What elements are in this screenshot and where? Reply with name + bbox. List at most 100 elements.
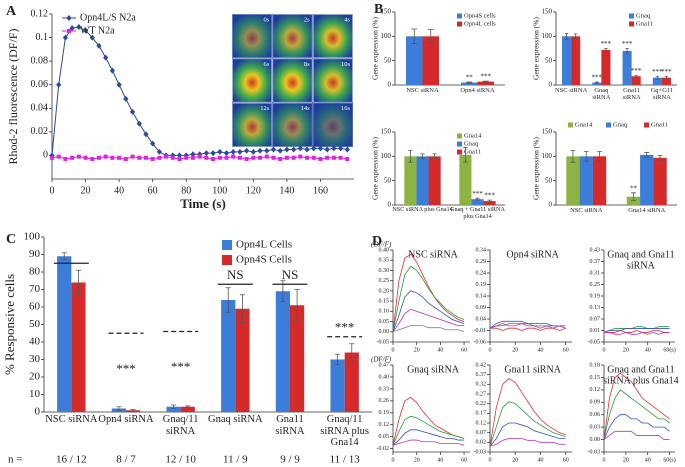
category-label: Opn4 siRNA — [460, 87, 495, 94]
point — [69, 25, 75, 32]
x-tick-label: 60(s) — [663, 456, 675, 463]
bar — [71, 282, 86, 412]
legend-marker — [67, 29, 71, 33]
point — [130, 154, 135, 159]
point — [211, 156, 216, 161]
point — [331, 145, 337, 152]
category-label: Gnaq + Gna11 siRNA plus Gna14 — [450, 207, 505, 220]
y-tick-label: 0.15 — [590, 375, 601, 381]
significance: *** — [622, 40, 633, 48]
y-tick-label: 0.12 — [476, 420, 487, 426]
series-line — [603, 372, 670, 440]
inset-label: 4s — [344, 16, 350, 23]
y-tick-label: 0.09 — [590, 400, 601, 406]
x-tick-label: 40 — [537, 347, 543, 353]
error-bar — [583, 151, 589, 162]
inset-cell — [232, 14, 273, 59]
bar — [566, 156, 580, 205]
legend-swatch — [457, 21, 462, 27]
panel-label: A — [6, 4, 17, 19]
inset-label: 6s — [264, 61, 270, 68]
x-tick-label: 20 — [623, 347, 629, 353]
x-tick-label: 0 — [392, 347, 395, 353]
category-label: Gnaq siRNA — [592, 87, 611, 102]
bar — [471, 199, 484, 205]
n-value: 11 / 9 — [223, 454, 248, 466]
significance: *** — [171, 359, 191, 374]
panel-title: siRNA plus Gna14 — [603, 375, 679, 386]
y-tick-label: 150 — [381, 8, 392, 16]
point — [109, 67, 115, 74]
category-label-box: NSC siRNA — [406, 87, 438, 94]
y-tick-label: 0.04 — [31, 103, 49, 114]
x-tick-label: 40 — [537, 457, 543, 463]
y-tick-label: 0.33 — [379, 386, 390, 392]
y-axis-label: Rhod-2 fluorescence (DF/F) — [6, 29, 20, 165]
category-label: NSC siRNA — [45, 414, 98, 425]
point — [237, 155, 242, 160]
legend-label: Gna14 — [464, 132, 482, 139]
y-tick-label: 0.12 — [379, 422, 390, 428]
point — [244, 147, 250, 154]
significance: *** — [631, 67, 642, 75]
inset-cell — [272, 58, 313, 103]
y-tick-label: 70 — [29, 283, 41, 295]
y-tick-label: 40 — [29, 336, 41, 348]
inset-label: 10s — [341, 61, 351, 68]
y-tick-label: 0.09 — [476, 305, 487, 311]
error-bar — [171, 404, 177, 409]
error-bar — [75, 269, 81, 296]
significance: NS — [227, 267, 244, 282]
y-tick-label: 0.20 — [379, 288, 390, 294]
y-tick-label: 0.12 — [31, 8, 49, 19]
significance: *** — [116, 361, 136, 376]
y-tick-label: 0.15 — [379, 298, 390, 304]
inset-label: 16s — [341, 105, 351, 112]
error-bar — [482, 80, 489, 83]
x-tick-label: 100 — [212, 185, 227, 196]
panel-label: C — [6, 232, 16, 247]
legend-swatch — [222, 240, 232, 250]
y-tick-label: 0.1 — [36, 32, 49, 43]
y-axis-label: (DF/F) — [371, 356, 392, 364]
point — [136, 120, 142, 127]
y-tick-label: 0.34 — [476, 247, 487, 253]
series-line — [489, 438, 566, 447]
y-tick-label: 0.32 — [476, 382, 487, 388]
y-tick-label: 0.01 — [590, 328, 601, 334]
point — [298, 154, 303, 159]
bar — [601, 49, 611, 85]
y-tick-label: 0.40 — [379, 247, 390, 253]
y-tick-label: 100 — [542, 152, 553, 160]
x-tick-label: 60 — [461, 347, 467, 353]
point — [271, 155, 276, 160]
point — [50, 155, 54, 160]
category-label: Gna11 siRNA — [622, 87, 641, 102]
legend-label: Gna14 — [575, 121, 593, 128]
y-tick-label: 50 — [545, 56, 553, 64]
series-line — [490, 327, 566, 331]
bar — [404, 156, 417, 205]
significance: ** — [630, 184, 638, 192]
category-label: Gna11 siRNA — [275, 414, 305, 437]
legend-swatch — [457, 133, 462, 139]
legend-label: WT N2a — [80, 25, 115, 36]
y-axis-label: Gene expression (%) — [532, 17, 541, 80]
point — [190, 151, 196, 158]
error-bar — [408, 150, 413, 163]
legend-swatch — [457, 13, 462, 19]
y-tick-label: 150 — [542, 8, 553, 16]
y-tick-label: 0 — [549, 201, 553, 209]
bar — [631, 76, 641, 85]
y-axis-label: % Responsive cells — [2, 274, 17, 375]
legend-swatch — [222, 255, 232, 265]
point — [251, 155, 256, 160]
x-tick-label: 20 — [512, 457, 518, 463]
y-tick-label: 0.00 — [379, 329, 390, 335]
n-label: n = — [8, 454, 22, 466]
point — [264, 154, 269, 159]
point — [291, 155, 296, 160]
point — [123, 156, 128, 161]
error-bar — [625, 48, 629, 54]
series-line — [489, 378, 566, 447]
